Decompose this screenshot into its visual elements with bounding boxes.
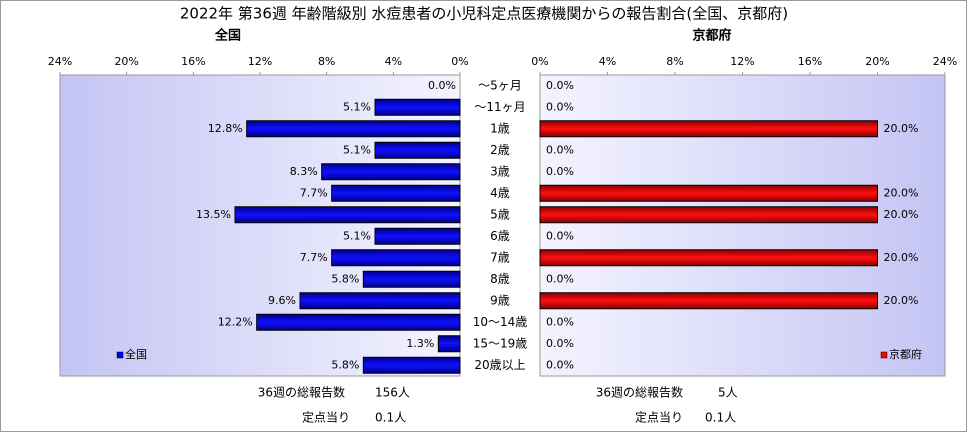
- value-label: 8.3%: [290, 165, 318, 178]
- legend-swatch: [880, 351, 888, 359]
- bar: [246, 120, 461, 138]
- value-label: 0.0%: [546, 337, 574, 350]
- value-label: 1.3%: [406, 337, 434, 350]
- legend-swatch: [116, 351, 124, 359]
- legend-label: 京都府: [889, 347, 922, 361]
- value-label: 20.0%: [884, 251, 919, 264]
- bar: [539, 184, 878, 202]
- x-tick-label: 0%: [451, 55, 468, 68]
- category-label: 15～19歳: [473, 336, 528, 350]
- x-tick-label: 24%: [48, 55, 72, 68]
- x-tick-label: 8%: [318, 55, 335, 68]
- note-value: 0.1人: [705, 411, 736, 425]
- note-label: 定点当り: [635, 410, 683, 425]
- value-label: 13.5%: [196, 208, 231, 221]
- bar: [437, 335, 461, 353]
- category-label: 3歳: [490, 164, 510, 178]
- panel-title: 京都府: [692, 28, 731, 44]
- value-label: 5.8%: [331, 358, 359, 371]
- value-label: 0.0%: [546, 229, 574, 242]
- value-label: 0.0%: [546, 315, 574, 328]
- bar: [321, 163, 461, 181]
- bar: [374, 227, 461, 245]
- x-tick-label: 20%: [865, 55, 889, 68]
- panel-title: 全国: [214, 28, 241, 44]
- bar: [256, 313, 461, 331]
- value-label: 5.1%: [343, 100, 371, 113]
- plot-area: [539, 74, 946, 377]
- category-label: 2歳: [490, 143, 510, 157]
- bar: [539, 120, 878, 138]
- note-label: 36週の総報告数: [258, 385, 345, 400]
- bar: [362, 270, 461, 288]
- category-label: 9歳: [490, 293, 510, 307]
- value-label: 0.0%: [546, 165, 574, 178]
- category-label: 1歳: [490, 121, 510, 135]
- value-label: 0.0%: [546, 100, 574, 113]
- category-label: 4歳: [490, 186, 510, 200]
- note-value: 0.1人: [375, 411, 406, 425]
- plot-area: [59, 74, 461, 377]
- bar: [362, 356, 461, 374]
- bar: [299, 292, 461, 310]
- note-label: 36週の総報告数: [596, 385, 683, 400]
- x-tick-label: 0%: [531, 55, 548, 68]
- x-tick-label: 20%: [114, 55, 138, 68]
- category-label: 7歳: [490, 250, 510, 264]
- value-label: 0.0%: [546, 272, 574, 285]
- legend-label: 全国: [125, 347, 147, 361]
- value-label: 0.0%: [546, 358, 574, 371]
- bar: [331, 184, 461, 202]
- bar: [374, 141, 461, 159]
- x-tick-label: 24%: [933, 55, 957, 68]
- value-label: 20.0%: [884, 208, 919, 221]
- value-label: 20.0%: [884, 122, 919, 135]
- note-value: 156人: [375, 386, 410, 400]
- value-label: 0.0%: [546, 143, 574, 156]
- value-label: 9.6%: [268, 294, 296, 307]
- note-value: 5人: [718, 386, 738, 400]
- category-label: ～5ヶ月: [478, 78, 522, 92]
- value-label: 5.8%: [331, 272, 359, 285]
- value-label: 12.2%: [218, 315, 253, 328]
- value-label: 7.7%: [300, 251, 328, 264]
- x-tick-label: 16%: [798, 55, 822, 68]
- value-label: 12.8%: [208, 122, 243, 135]
- bar: [539, 292, 878, 310]
- category-label: 20歳以上: [474, 358, 525, 372]
- bar: [539, 249, 878, 267]
- x-tick-label: 12%: [730, 55, 754, 68]
- category-label: 5歳: [490, 207, 510, 221]
- x-tick-label: 16%: [181, 55, 205, 68]
- bar: [234, 206, 461, 224]
- x-tick-label: 4%: [599, 55, 616, 68]
- value-label: 7.7%: [300, 186, 328, 199]
- value-label: 5.1%: [343, 229, 371, 242]
- category-label: 10～14歳: [473, 315, 528, 329]
- value-label: 5.1%: [343, 143, 371, 156]
- bar: [331, 249, 461, 267]
- x-tick-label: 12%: [248, 55, 272, 68]
- chart-title: 2022年 第36週 年齢階級別 水痘患者の小児科定点医療機関からの報告割合(全…: [180, 5, 788, 23]
- value-label: 0.0%: [428, 79, 456, 92]
- bar: [374, 98, 461, 116]
- bar: [539, 206, 878, 224]
- note-label: 定点当り: [302, 410, 350, 425]
- category-label: 8歳: [490, 272, 510, 286]
- category-label: ～11ヶ月: [474, 100, 525, 114]
- category-label: 6歳: [490, 229, 510, 243]
- value-label: 20.0%: [884, 186, 919, 199]
- x-tick-label: 4%: [385, 55, 402, 68]
- x-tick-label: 8%: [666, 55, 683, 68]
- value-label: 20.0%: [884, 294, 919, 307]
- value-label: 0.0%: [546, 79, 574, 92]
